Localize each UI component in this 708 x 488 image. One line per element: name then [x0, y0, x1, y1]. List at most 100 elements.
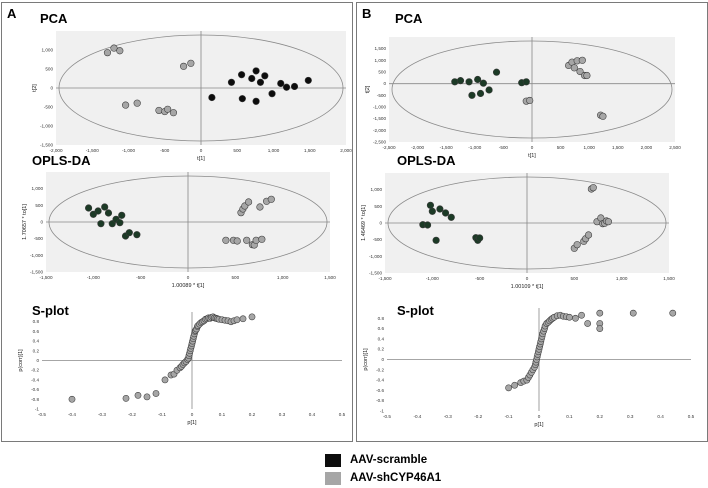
y-tick-label: 0.4: [33, 339, 40, 344]
data-point-variables: [629, 309, 637, 317]
y-tick-label: 0.6: [33, 329, 40, 334]
x-tick-label: -0.4: [413, 414, 421, 419]
data-point-variables: [584, 320, 592, 327]
data-point-aav-scramble: [118, 211, 126, 219]
y-tick-label: -1: [380, 409, 385, 414]
data-point-aav-scramble: [447, 213, 455, 221]
data-point-aav-shcyp46a1: [583, 71, 591, 80]
data-point-aav-scramble: [428, 207, 436, 215]
x-tick-label: 1,000: [616, 276, 628, 281]
x-tick-label: 0: [531, 145, 534, 150]
x-tick-label: -0.1: [158, 412, 166, 417]
x-tick-label: -500: [475, 276, 485, 281]
s-plot-chart: -0.5 -0.4 -0.3 -0.2 -0.1 0 0.1 0.2 0.3 0.4 0.5 -1 -0…: [18, 312, 346, 426]
pca-chart: -2,000 -1,500 -1,000 -500 0 500 1,000 1,500 2,00…: [32, 31, 352, 162]
panel-letter: A: [7, 6, 17, 21]
opls-da-title: OPLS-DA: [397, 153, 456, 168]
y-axis-label: p(corr)[1]: [18, 349, 24, 372]
x-tick-label: -1,500: [39, 275, 52, 280]
data-point-aav-scramble: [256, 78, 265, 86]
x-tick-label: 0: [191, 412, 194, 417]
y-tick-label: -1,000: [30, 253, 43, 258]
data-point-aav-shcyp46a1: [267, 195, 275, 203]
y-tick-label: 0.6: [378, 326, 385, 331]
x-tick-label: 0.4: [657, 414, 664, 419]
panel-a: A PCA -2,000 -1,500 -1,000 -500 0 500 1,000 1,50…: [1, 2, 353, 442]
x-tick-label: 0: [538, 414, 541, 419]
data-point-variables: [505, 384, 512, 392]
data-point-aav-shcyp46a1: [576, 67, 584, 76]
data-point-aav-shcyp46a1: [233, 237, 241, 245]
y-tick-label: 1,000: [42, 48, 54, 53]
pca-title: PCA: [395, 11, 423, 26]
x-tick-label: -500: [160, 148, 170, 153]
data-point-aav-shcyp46a1: [526, 96, 534, 105]
opls-da-title: OPLS-DA: [32, 153, 91, 168]
x-tick-label: 1,500: [324, 275, 336, 280]
x-tick-label: -1,500: [86, 148, 99, 153]
y-tick-label: -500: [373, 237, 383, 242]
y-tick-label: 1,000: [375, 58, 387, 63]
x-tick-label: 1,000: [268, 148, 280, 153]
data-point-aav-scramble: [261, 72, 269, 80]
y-tick-label: -0.8: [31, 397, 39, 402]
y-tick-label: 0.2: [378, 347, 385, 352]
y-tick-label: -1,000: [373, 105, 386, 110]
legend-label-scramble: AAV-scramble: [350, 454, 428, 466]
x-tick-label: -500: [136, 275, 146, 280]
opls-da-chart: -1,500 -1,000 -500 0 500 1,000 1,500 -1,500 -1,0…: [361, 173, 675, 290]
x-tick-label: -1,000: [468, 145, 481, 150]
x-tick-label: 1,500: [304, 148, 316, 153]
data-point-variables: [143, 393, 151, 401]
y-tick-label: -0.2: [31, 368, 39, 373]
y-tick-label: -0.4: [376, 378, 384, 383]
y-tick-label: -500: [34, 236, 44, 241]
data-point-aav-shcyp46a1: [245, 198, 253, 206]
data-point-aav-shcyp46a1: [599, 112, 607, 120]
data-point-variables: [68, 395, 76, 403]
data-point-aav-scramble: [436, 205, 444, 213]
y-axis-label: t[2]: [365, 85, 371, 93]
data-point-aav-shcyp46a1: [584, 231, 593, 239]
x-tick-label: 1,000: [277, 275, 289, 280]
data-point-aav-shcyp46a1: [103, 49, 112, 57]
legend-swatch-shcyp46a1: [325, 471, 341, 485]
data-point-variables: [233, 316, 241, 324]
data-point-aav-scramble: [252, 67, 260, 75]
x-tick-label: -0.4: [68, 412, 76, 417]
data-point-aav-shcyp46a1: [122, 101, 130, 109]
y-axis-label: 1.70657 * to[1]: [22, 204, 28, 240]
data-point-aav-shcyp46a1: [169, 109, 178, 117]
x-tick-label: -0.2: [474, 414, 482, 419]
data-point-aav-scramble: [432, 236, 440, 244]
data-point-variables: [578, 311, 585, 319]
data-point-aav-shcyp46a1: [222, 236, 230, 244]
legend-label-shcyp46a1: AAV-shCYP46A1: [350, 472, 442, 484]
x-tick-label: -1,500: [378, 276, 391, 281]
data-point-aav-scramble: [238, 95, 246, 103]
hotelling-ellipse: [387, 176, 667, 270]
x-tick-label: -1,000: [87, 275, 100, 280]
x-tick-label: 500: [231, 275, 239, 280]
x-tick-label: -1,500: [440, 145, 453, 150]
data-point-aav-shcyp46a1: [180, 62, 188, 70]
x-axis-label: 1.00089 * t[1]: [172, 283, 205, 289]
x-axis-label: t[1]: [528, 153, 536, 159]
y-tick-label: -0.4: [31, 377, 39, 382]
data-point-aav-scramble: [277, 79, 285, 88]
y-axis-label: t[2]: [32, 84, 38, 92]
data-point-aav-shcyp46a1: [589, 184, 597, 192]
data-point-aav-scramble: [133, 231, 141, 239]
x-axis-label: p[1]: [534, 422, 544, 428]
y-tick-label: 0: [36, 358, 39, 363]
pca-chart: -2,500 -2,000 -1,500 -1,000 -500 0 500 1,000 1,5…: [365, 37, 681, 159]
x-tick-label: 0.2: [249, 412, 256, 417]
x-tick-label: 0.1: [219, 412, 226, 417]
y-tick-label: 0: [381, 357, 384, 362]
data-point-aav-shcyp46a1: [256, 203, 264, 211]
data-point-aav-shcyp46a1: [578, 56, 586, 64]
data-point-aav-scramble: [94, 207, 102, 215]
x-tick-label: 0.3: [279, 412, 286, 417]
x-tick-label: -2,000: [49, 148, 62, 153]
panel-b: B PCA -2,500 -2,000 -1,500 -1,000 -500 0 500 1,0…: [356, 2, 708, 442]
